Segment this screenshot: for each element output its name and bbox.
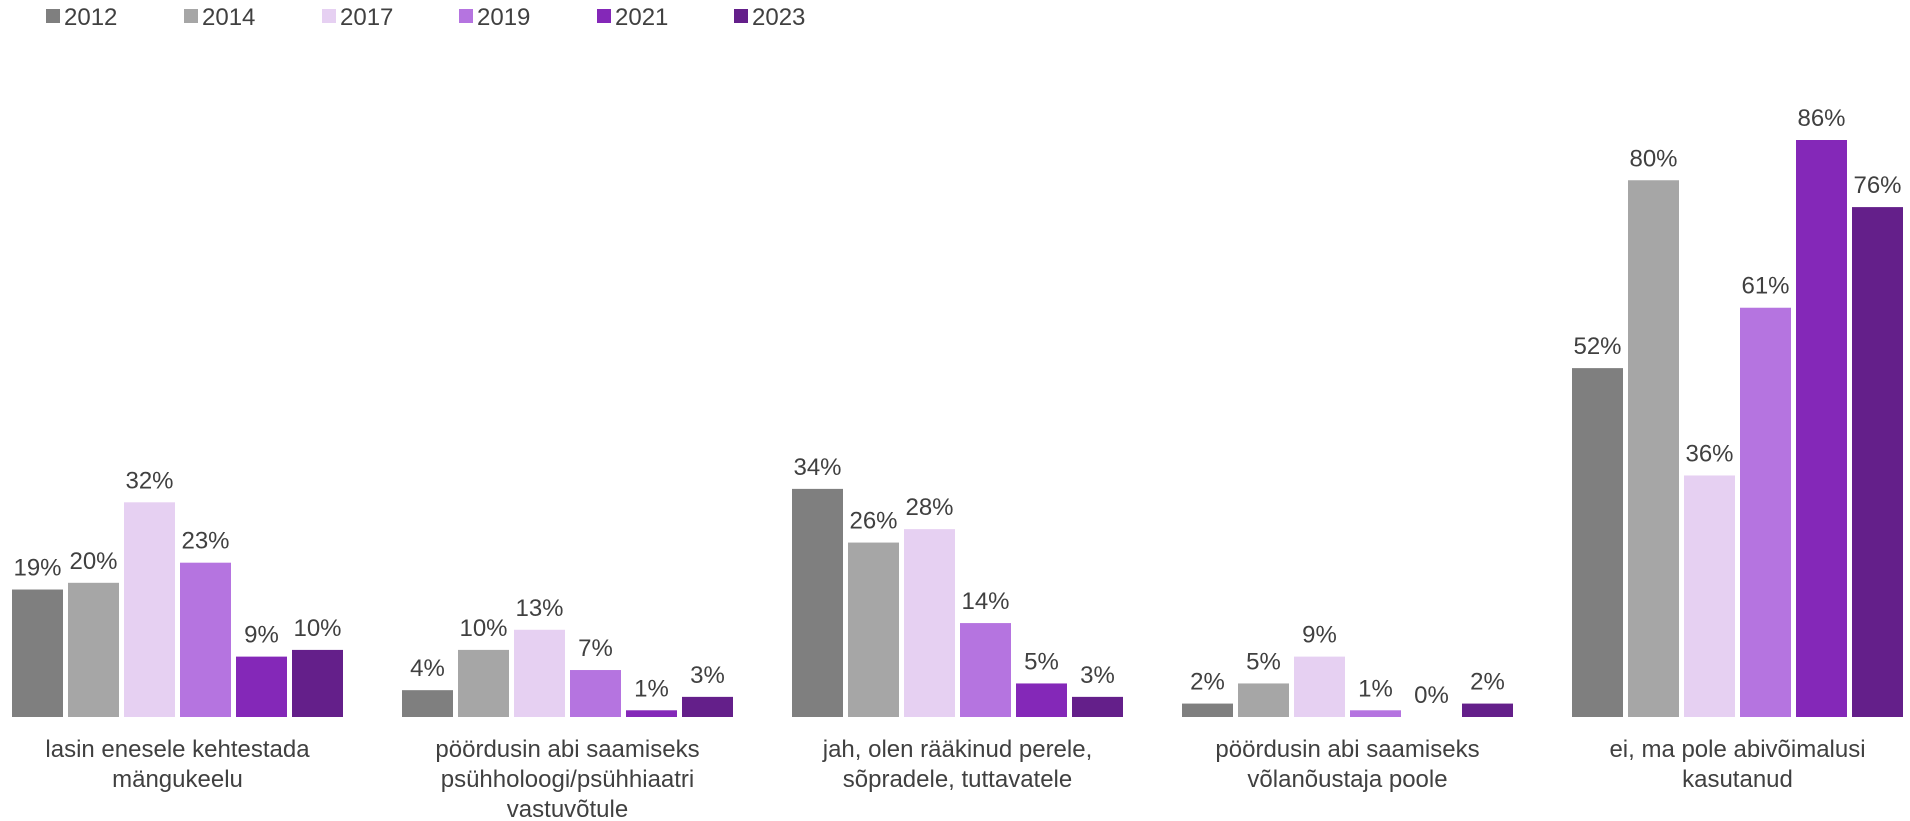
bar-2014-cat-3 xyxy=(1238,683,1289,717)
bar-2019-cat-0 xyxy=(180,562,231,717)
bar-2019-cat-4 xyxy=(1740,307,1791,717)
value-label-2021-cat-1: 1% xyxy=(634,675,669,702)
bar-2023-cat-3 xyxy=(1462,703,1513,717)
bar-2017-cat-1 xyxy=(514,629,565,717)
legend-swatch-2019 xyxy=(459,9,473,23)
value-label-2019-cat-3: 1% xyxy=(1358,675,1393,702)
value-label-2023-cat-1: 3% xyxy=(690,662,725,689)
legend-label-2021: 2021 xyxy=(615,4,668,31)
bar-2012-cat-0 xyxy=(12,589,63,717)
value-label-2017-cat-1: 13% xyxy=(515,595,563,622)
value-label-2014-cat-2: 26% xyxy=(849,508,897,535)
legend-swatch-2014 xyxy=(184,9,198,23)
bar-2019-cat-2 xyxy=(960,623,1011,717)
bar-2014-cat-0 xyxy=(68,582,119,717)
bar-2021-cat-0 xyxy=(236,656,287,717)
value-label-2021-cat-0: 9% xyxy=(244,622,279,649)
value-label-2014-cat-4: 80% xyxy=(1629,145,1677,172)
value-label-2023-cat-0: 10% xyxy=(293,615,341,642)
category-labels: lasin enesele kehtestada mängukeelu pöördu… xyxy=(45,736,1865,821)
value-label-2014-cat-0: 20% xyxy=(69,548,117,575)
bar-2012-cat-2 xyxy=(792,488,843,717)
bar-2014-cat-2 xyxy=(848,542,899,717)
value-label-2019-cat-1: 7% xyxy=(578,635,613,662)
bar-2021-cat-2 xyxy=(1016,683,1067,717)
value-label-2019-cat-4: 61% xyxy=(1741,273,1789,300)
legend-label-2023: 2023 xyxy=(752,4,805,31)
value-label-2012-cat-4: 52% xyxy=(1573,333,1621,360)
legend-swatch-2017 xyxy=(322,9,336,23)
value-label-2012-cat-2: 34% xyxy=(793,454,841,481)
value-label-2019-cat-2: 14% xyxy=(961,588,1009,615)
value-label-2017-cat-2: 28% xyxy=(905,494,953,521)
legend-swatch-2012 xyxy=(46,9,60,23)
bar-2017-cat-0 xyxy=(124,502,175,717)
bar-2017-cat-4 xyxy=(1684,475,1735,717)
bar-2021-cat-4 xyxy=(1796,140,1847,717)
value-label-2019-cat-0: 23% xyxy=(181,528,229,555)
value-label-2023-cat-2: 3% xyxy=(1080,662,1115,689)
value-label-2021-cat-2: 5% xyxy=(1024,648,1059,675)
bar-2023-cat-1 xyxy=(682,696,733,717)
value-label-2021-cat-4: 86% xyxy=(1797,105,1845,132)
legend-swatch-2023 xyxy=(734,9,748,23)
value-label-2012-cat-0: 19% xyxy=(13,555,61,582)
chart-bars xyxy=(12,140,1903,718)
bar-2012-cat-1 xyxy=(402,690,453,717)
bar-2021-cat-1 xyxy=(626,710,677,717)
legend-label-2017: 2017 xyxy=(340,4,393,31)
bar-2023-cat-4 xyxy=(1852,207,1903,717)
bar-2012-cat-4 xyxy=(1572,368,1623,717)
value-label-2014-cat-1: 10% xyxy=(459,615,507,642)
bar-2017-cat-2 xyxy=(904,529,955,717)
legend-label-2014: 2014 xyxy=(202,4,255,31)
category-label-3: pöördusin abi saamiseks võlanõustaja pool… xyxy=(1215,736,1479,793)
value-label-2014-cat-3: 5% xyxy=(1246,648,1281,675)
value-label-2017-cat-0: 32% xyxy=(125,467,173,494)
value-label-2017-cat-3: 9% xyxy=(1302,622,1337,649)
bar-2019-cat-1 xyxy=(570,670,621,717)
chart-legend: 2012 2014 2017 2019 2021 2023 xyxy=(46,4,805,31)
bar-2023-cat-0 xyxy=(292,649,343,717)
value-label-2023-cat-4: 76% xyxy=(1853,172,1901,199)
bar-2017-cat-3 xyxy=(1294,656,1345,717)
value-labels: 19% 20% 32% 23% 9% 10% 4% 10% 13% 7% 1% 3% 34% 26% 28%… xyxy=(13,105,1901,709)
category-label-4: ei, ma pole abivõimalusi kasutanud xyxy=(1609,736,1865,793)
value-label-2012-cat-3: 2% xyxy=(1190,669,1225,696)
bar-2014-cat-1 xyxy=(458,649,509,717)
bar-2023-cat-2 xyxy=(1072,696,1123,717)
value-label-2023-cat-3: 2% xyxy=(1470,669,1505,696)
value-label-2021-cat-3: 0% xyxy=(1414,682,1449,709)
value-label-2017-cat-4: 36% xyxy=(1685,440,1733,467)
bar-2012-cat-3 xyxy=(1182,703,1233,717)
legend-label-2019: 2019 xyxy=(477,4,530,31)
bar-2019-cat-3 xyxy=(1350,710,1401,717)
category-label-2: jah, olen rääkinud perele, sõpradele, tut… xyxy=(822,736,1093,793)
category-label-0: lasin enesele kehtestada mängukeelu xyxy=(45,736,310,793)
bar-2014-cat-4 xyxy=(1628,180,1679,718)
legend-swatch-2021 xyxy=(597,9,611,23)
legend-label-2012: 2012 xyxy=(64,4,117,31)
value-label-2012-cat-1: 4% xyxy=(410,655,445,682)
category-label-1: pöördusin abi saamiseks psühholoogi/psühh… xyxy=(435,736,699,821)
